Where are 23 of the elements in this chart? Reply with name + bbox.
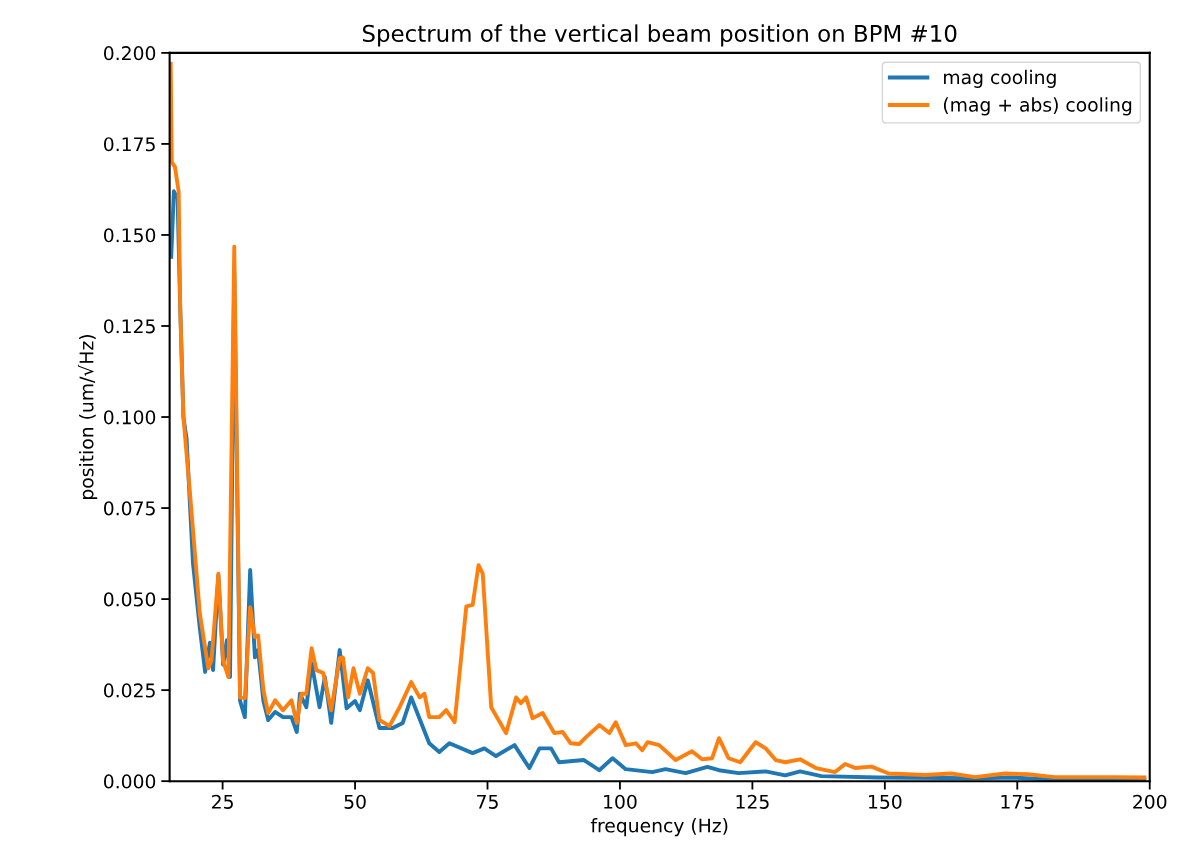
x-tick-label: 175	[1001, 794, 1034, 809]
y-tick-label: 0.150	[104, 228, 156, 243]
x-tick-label: 25	[212, 794, 233, 809]
x-tick-label: 200	[1133, 794, 1167, 809]
y-tick-label: 0.050	[104, 592, 156, 607]
y-tick-label: 0.200	[104, 46, 156, 61]
legend-label: mag cooling	[944, 69, 1056, 88]
x-tick-label: 150	[869, 794, 902, 809]
x-tick-label: 100	[604, 794, 637, 809]
chart-title: Spectrum of the vertical beam position on BPM #10	[362, 24, 957, 47]
y-tick-label: 0.000	[104, 774, 156, 789]
x-axis-title: frequency (Hz)	[590, 818, 728, 837]
x-tick-label: 50	[344, 794, 366, 809]
legend-label: (mag + abs) cooling	[943, 97, 1132, 116]
y-axis-title: position (um/√Hz)	[78, 335, 98, 499]
line-series	[169, 61, 1147, 780]
x-tick-label: 125	[736, 794, 769, 809]
x-tick-label: 75	[477, 794, 498, 809]
y-tick-label: 0.075	[104, 501, 155, 516]
y-tick-label: 0.125	[104, 319, 155, 334]
y-tick-label: 0.100	[104, 410, 156, 425]
y-tick-label: 0.175	[104, 137, 155, 152]
y-tick-label: 0.025	[104, 683, 155, 698]
